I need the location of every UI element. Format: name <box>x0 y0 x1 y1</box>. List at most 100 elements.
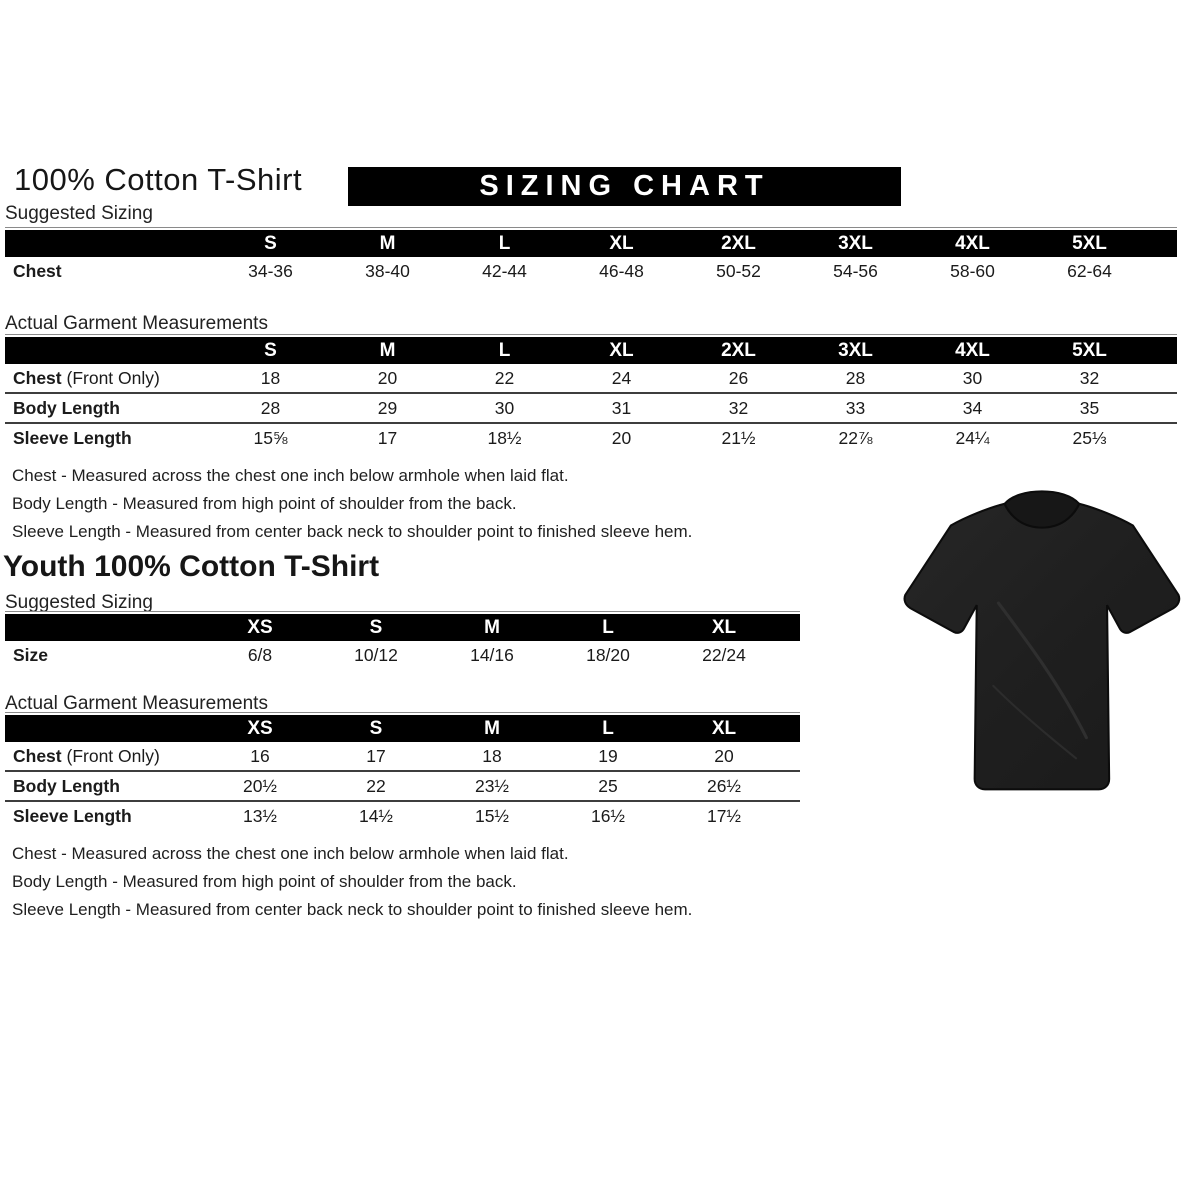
sizing-chart-banner-label: SIZING CHART <box>479 170 770 202</box>
table-header-row: S M L XL 2XL 3XL 4XL 5XL <box>5 337 1177 364</box>
table-header-row: S M L XL 2XL 3XL 4XL 5XL <box>5 230 1177 257</box>
measurement-value: 50-52 <box>716 260 761 281</box>
measurement-value: 58-60 <box>950 260 995 281</box>
youth-measurement-notes: Chest - Measured across the chest one in… <box>12 840 692 924</box>
note-chest: Chest - Measured across the chest one in… <box>12 844 569 863</box>
measurement-value: 33 <box>845 397 866 418</box>
measurement-value: 22⅞ <box>838 427 873 448</box>
measurement-value: 10/12 <box>354 644 398 665</box>
adult-measurement-notes: Chest - Measured across the chest one in… <box>12 462 692 546</box>
measurement-value: 16½ <box>590 805 626 826</box>
table-row: Sleeve Length 15⅝ 17 18½ 20 21½ 22⅞ 24¼ 25⅓ <box>5 422 1177 452</box>
table-row: Chest (Front Only) 18 20 22 24 26 28 30 32 <box>5 364 1177 392</box>
size-column-header: 5XL <box>1072 232 1107 254</box>
measurement-value: 17 <box>366 745 386 766</box>
row-label: Size <box>13 644 49 665</box>
size-column-header: XS <box>247 616 273 638</box>
measurement-value: 62-64 <box>1067 260 1112 281</box>
youth-suggested-sizing-table: XS S M L XL Size 6/8 10/12 14/16 18/20 22/24 <box>5 611 800 669</box>
measurement-value: 20 <box>714 745 734 766</box>
size-column-header: L <box>498 339 511 361</box>
measurement-value: 21½ <box>721 427 756 448</box>
size-column-header: 3XL <box>838 339 873 361</box>
measurement-value: 15½ <box>474 805 510 826</box>
table-row: Chest 34-36 38-40 42-44 46-48 50-52 54-56 58-60… <box>5 257 1177 285</box>
note-chest: Chest - Measured across the chest one in… <box>12 466 569 485</box>
row-label: Sleeve Length <box>13 805 132 826</box>
tshirt-image <box>895 478 1195 813</box>
black-tshirt-graphic <box>903 490 1181 791</box>
adult-suggested-sizing-label: Suggested Sizing <box>5 203 153 224</box>
measurement-value: 30 <box>494 397 515 418</box>
measurement-value: 18 <box>482 745 502 766</box>
size-column-header: XS <box>247 717 273 739</box>
size-column-header: L <box>602 717 614 739</box>
table-row: Chest (Front Only) 16 17 18 19 20 <box>5 742 800 770</box>
size-column-header: 3XL <box>838 232 873 254</box>
youth-section-title: Youth 100% Cotton T-Shirt <box>3 550 380 583</box>
row-label: Chest (Front Only) <box>13 367 160 388</box>
measurement-value: 26½ <box>706 775 742 796</box>
measurement-value: 19 <box>598 745 618 766</box>
table-row: Size 6/8 10/12 14/16 18/20 22/24 <box>5 641 800 669</box>
measurement-value: 38-40 <box>365 260 410 281</box>
note-sleeve-length: Sleeve Length - Measured from center bac… <box>12 900 693 919</box>
measurement-value: 35 <box>1079 397 1100 418</box>
measurement-value: 16 <box>250 745 270 766</box>
measurement-value: 34 <box>962 397 983 418</box>
note-body-length: Body Length - Measured from high point o… <box>12 494 517 513</box>
size-column-header: 2XL <box>721 232 756 254</box>
measurement-value: 18/20 <box>586 644 630 665</box>
size-column-header: S <box>369 616 383 638</box>
size-column-header: 4XL <box>955 232 990 254</box>
measurement-value: 20 <box>611 427 632 448</box>
size-column-header: XL <box>609 232 634 254</box>
size-column-header: S <box>264 232 277 254</box>
size-column-header: 5XL <box>1072 339 1107 361</box>
youth-measurements-label: Actual Garment Measurements <box>5 693 268 714</box>
youth-suggested-sizing-label: Suggested Sizing <box>5 592 153 613</box>
measurement-value: 34-36 <box>248 260 293 281</box>
measurement-value: 20½ <box>242 775 278 796</box>
measurement-value: 42-44 <box>482 260 527 281</box>
size-column-header: XL <box>711 717 737 739</box>
measurement-value: 22/24 <box>702 644 746 665</box>
size-column-header: L <box>602 616 614 638</box>
size-column-header: M <box>484 616 500 638</box>
row-label: Chest (Front Only) <box>13 745 160 766</box>
note-sleeve-length: Sleeve Length - Measured from center bac… <box>12 522 693 541</box>
table-header-row: XS S M L XL <box>5 715 800 742</box>
measurement-value: 22 <box>494 367 515 388</box>
measurement-value: 14½ <box>358 805 394 826</box>
measurement-value: 18 <box>260 367 281 388</box>
size-column-header: S <box>369 717 383 739</box>
measurement-value: 29 <box>377 397 398 418</box>
measurement-value: 28 <box>260 397 281 418</box>
measurement-value: 17 <box>377 427 398 448</box>
measurement-value: 25⅓ <box>1072 427 1107 448</box>
size-column-header: M <box>484 717 500 739</box>
note-body-length: Body Length - Measured from high point o… <box>12 872 517 891</box>
size-column-header: M <box>379 232 396 254</box>
size-column-header: 2XL <box>721 339 756 361</box>
table-row: Sleeve Length 13½ 14½ 15½ 16½ 17½ <box>5 800 800 830</box>
size-column-header: M <box>379 339 396 361</box>
measurement-value: 20 <box>377 367 398 388</box>
measurement-value: 13½ <box>242 805 278 826</box>
row-label: Chest <box>13 260 62 281</box>
measurement-value: 25 <box>598 775 618 796</box>
measurement-value: 17½ <box>706 805 742 826</box>
measurement-value: 30 <box>962 367 983 388</box>
size-column-header: XL <box>711 616 737 638</box>
measurement-value: 26 <box>728 367 749 388</box>
measurement-value: 23½ <box>474 775 510 796</box>
measurement-value: 18½ <box>487 427 522 448</box>
size-column-header: 4XL <box>955 339 990 361</box>
measurement-value: 31 <box>611 397 632 418</box>
adult-measurements-label: Actual Garment Measurements <box>5 313 268 334</box>
measurement-value: 28 <box>845 367 866 388</box>
table-row: Body Length 20½ 22 23½ 25 26½ <box>5 770 800 800</box>
measurement-value: 22 <box>366 775 386 796</box>
row-label: Body Length <box>13 397 120 418</box>
measurement-value: 54-56 <box>833 260 878 281</box>
